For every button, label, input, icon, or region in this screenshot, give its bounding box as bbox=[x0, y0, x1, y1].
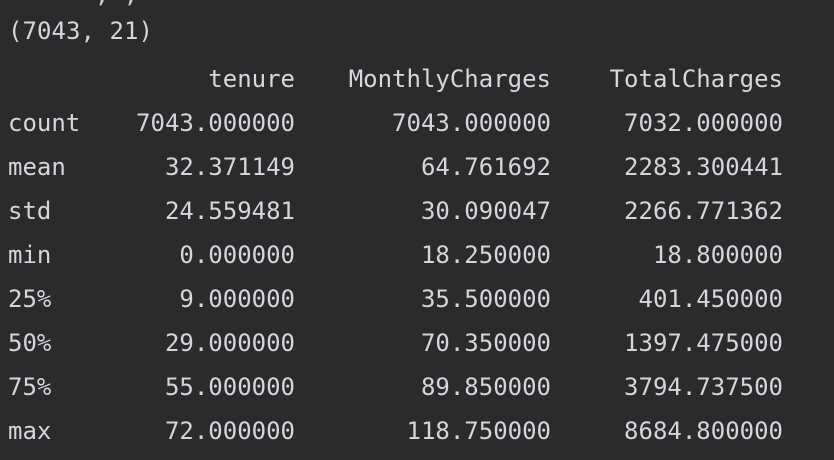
table-row-std: std 24.559481 30.090047 2266.771362 bbox=[8, 189, 783, 233]
monthly-charges-cell: 70.350000 bbox=[420, 329, 551, 357]
table-body: count 7043.000000 7043.000000 7032.00000… bbox=[8, 101, 783, 453]
table-row-min: min 0.000000 18.250000 18.800000 bbox=[8, 233, 783, 277]
tenure-cell: 32.371149 bbox=[164, 153, 295, 181]
shape-output: (7043, 21) bbox=[8, 17, 153, 45]
row-label: count bbox=[8, 109, 81, 137]
column-header-monthly-charges: MonthlyCharges bbox=[348, 65, 551, 93]
tenure-cell: 55.000000 bbox=[164, 373, 295, 401]
total-charges-cell: 8684.800000 bbox=[624, 417, 783, 445]
monthly-charges-cell: 64.761692 bbox=[420, 153, 551, 181]
monthly-charges-cell: 30.090047 bbox=[420, 197, 551, 225]
total-charges-cell: 3794.737500 bbox=[624, 373, 783, 401]
describe-table: tenure MonthlyCharges TotalCharges count… bbox=[8, 57, 783, 453]
row-label: 50% bbox=[8, 329, 52, 357]
tenure-cell: 9.000000 bbox=[179, 285, 295, 313]
column-header-total-charges: TotalCharges bbox=[609, 65, 783, 93]
monthly-charges-cell: 18.250000 bbox=[420, 241, 551, 269]
total-charges-cell: 7032.000000 bbox=[624, 109, 783, 137]
tenure-cell: 0.000000 bbox=[179, 241, 295, 269]
row-label: min bbox=[8, 241, 52, 269]
header-row: tenure MonthlyCharges TotalCharges bbox=[8, 57, 783, 101]
column-header-tenure: tenure bbox=[208, 65, 295, 93]
row-label: 25% bbox=[8, 285, 52, 313]
total-charges-cell: 2266.771362 bbox=[624, 197, 783, 225]
row-label: 75% bbox=[8, 373, 52, 401]
table-row-max: max 72.000000 118.750000 8684.800000 bbox=[8, 409, 783, 453]
tenure-cell: 72.000000 bbox=[164, 417, 295, 445]
total-charges-cell: 1397.475000 bbox=[624, 329, 783, 357]
table-row-mean: mean 32.371149 64.761692 2283.300441 bbox=[8, 145, 783, 189]
index-header bbox=[8, 57, 118, 101]
table-header: tenure MonthlyCharges TotalCharges bbox=[8, 57, 783, 101]
table-row-50-percent: 50% 29.000000 70.350000 1397.475000 bbox=[8, 321, 783, 365]
total-charges-cell: 18.800000 bbox=[652, 241, 783, 269]
monthly-charges-cell: 7043.000000 bbox=[392, 109, 551, 137]
row-label: mean bbox=[8, 153, 66, 181]
total-charges-cell: 401.450000 bbox=[638, 285, 784, 313]
table-row-25-percent: 25% 9.000000 35.500000 401.450000 bbox=[8, 277, 783, 321]
table-row-count: count 7043.000000 7043.000000 7032.00000… bbox=[8, 101, 783, 145]
tenure-cell: 29.000000 bbox=[164, 329, 295, 357]
monthly-charges-cell: 89.850000 bbox=[420, 373, 551, 401]
total-charges-cell: 2283.300441 bbox=[624, 153, 783, 181]
tenure-cell: 7043.000000 bbox=[136, 109, 295, 137]
row-label: std bbox=[8, 197, 52, 225]
tenure-cell: 24.559481 bbox=[164, 197, 295, 225]
clipped-output-line: , , bbox=[8, 0, 138, 6]
monthly-charges-cell: 118.750000 bbox=[406, 417, 552, 445]
table-row-75-percent: 75% 55.000000 89.850000 3794.737500 bbox=[8, 365, 783, 409]
row-label: max bbox=[8, 417, 52, 445]
monthly-charges-cell: 35.500000 bbox=[420, 285, 551, 313]
